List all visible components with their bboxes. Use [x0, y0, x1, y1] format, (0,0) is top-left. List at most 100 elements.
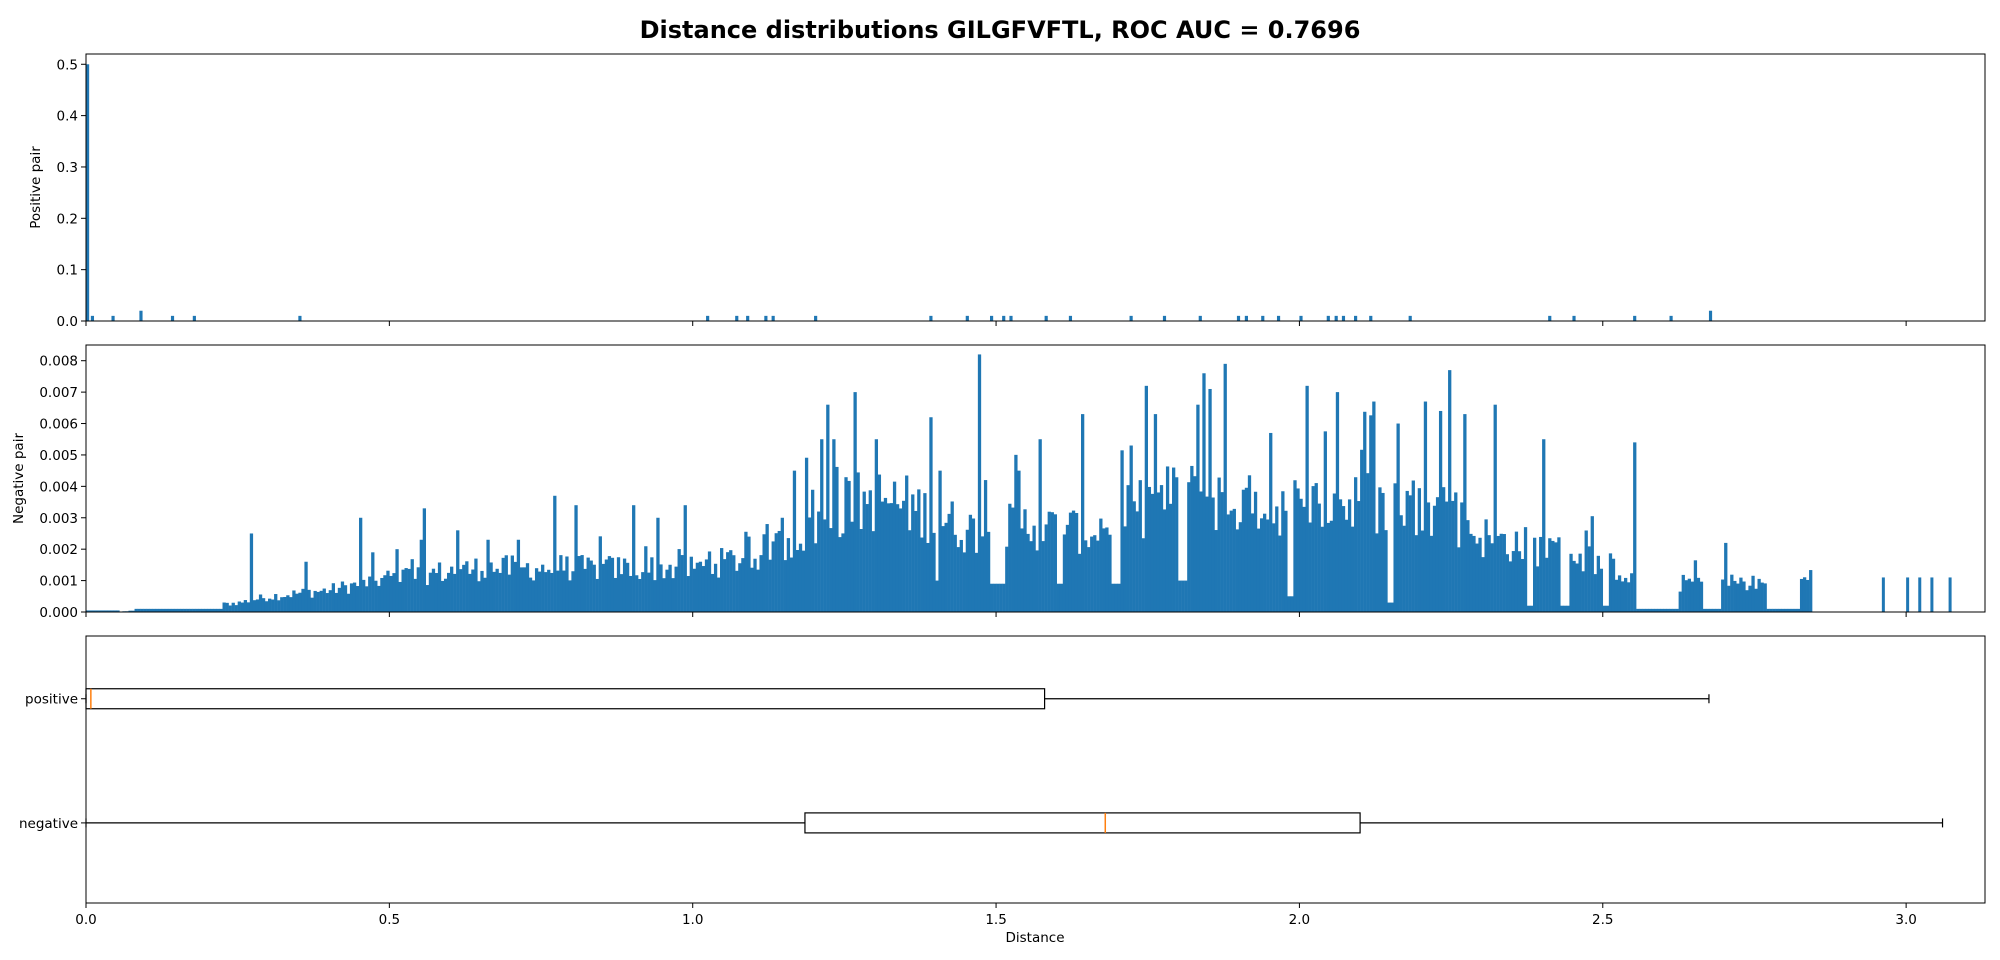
negative-bar — [607, 556, 612, 612]
negative-bar — [1235, 529, 1239, 612]
negative-bar — [993, 583, 997, 612]
negative-bar — [1041, 541, 1045, 612]
negative-bar — [1881, 577, 1885, 612]
y-tick-label: 0.000 — [39, 605, 78, 621]
negative-bar — [1754, 588, 1758, 612]
positive-bar — [771, 315, 775, 321]
negative-bar — [1460, 502, 1464, 612]
negative-bar — [1308, 522, 1312, 612]
negative-bar — [450, 566, 454, 612]
negative-bar — [1548, 538, 1552, 612]
negative-bar — [1678, 591, 1682, 612]
negative-bar — [1733, 580, 1737, 612]
negative-bar — [331, 583, 336, 612]
negative-bar — [756, 569, 760, 612]
negative-bar — [1599, 568, 1604, 612]
negative-bar — [1809, 570, 1813, 612]
negative-bar — [1093, 535, 1097, 612]
negative-bar — [959, 539, 963, 612]
negative-bar — [1930, 577, 1934, 612]
negative-bar — [501, 557, 505, 612]
negative-bar — [817, 511, 821, 612]
negative-bar — [750, 567, 754, 612]
negative-bar — [659, 564, 663, 612]
negative-bar — [507, 574, 511, 612]
y-tick-label: 0.007 — [39, 385, 78, 401]
negative-bar — [1117, 583, 1121, 612]
negative-bar — [1651, 608, 1655, 612]
negative-bar — [1363, 411, 1367, 612]
negative-bar — [328, 590, 332, 612]
negative-bar — [744, 531, 748, 612]
negative-bar — [704, 559, 709, 612]
positive-bar — [706, 315, 710, 321]
negative-bar — [729, 550, 733, 612]
negative-bar — [977, 354, 982, 612]
positive-bar — [1044, 315, 1048, 321]
y-tick-label: 0.3 — [57, 160, 78, 176]
negative-bar — [486, 539, 490, 612]
negative-bar — [774, 533, 778, 612]
negative-bar — [1639, 608, 1643, 612]
negative-bar — [158, 608, 163, 612]
negative-bar — [1802, 577, 1807, 612]
negative-bar — [1084, 540, 1088, 612]
positive-bar — [1068, 315, 1073, 321]
negative-bar — [107, 610, 111, 612]
negative-bar — [337, 587, 342, 612]
negative-bar — [271, 599, 275, 612]
negative-bar — [1663, 608, 1667, 612]
positive-bar — [1276, 315, 1281, 321]
negative-bar — [504, 555, 508, 612]
negative-bar — [1457, 547, 1461, 612]
negative-bar — [1575, 563, 1579, 612]
negative-bar — [965, 529, 970, 612]
y-tick-label: 0.1 — [57, 263, 78, 279]
negative-bar — [1281, 491, 1285, 612]
negative-bar — [983, 480, 988, 612]
negative-bar — [1217, 477, 1221, 612]
positive-bar — [1002, 315, 1006, 321]
negative-bar — [365, 586, 369, 612]
negative-bar — [1696, 577, 1701, 612]
x-tick-label: 1.0 — [682, 912, 703, 928]
negative-bar — [638, 578, 642, 612]
negative-bar — [113, 610, 117, 612]
negative-bar — [986, 531, 991, 612]
negative-bar — [838, 537, 842, 612]
negative-bar — [1172, 467, 1176, 612]
negative-bar — [474, 558, 478, 612]
negative-bar — [844, 477, 848, 612]
negative-bar — [207, 608, 211, 612]
negative-bar — [140, 608, 144, 612]
negative-bar — [1114, 583, 1118, 612]
negative-bar — [1220, 492, 1224, 612]
negative-bar — [1799, 578, 1804, 612]
negative-bar — [989, 583, 994, 612]
negative-bar — [498, 572, 502, 612]
negative-bar — [1554, 542, 1558, 612]
negative-bar — [677, 549, 681, 612]
negative-bar — [1763, 583, 1767, 612]
negative-bar — [1693, 560, 1698, 612]
negative-bar — [644, 546, 648, 612]
negative-bar — [1250, 513, 1255, 612]
negative-bar — [410, 559, 414, 612]
negative-bar — [1159, 485, 1164, 612]
negative-bar — [980, 536, 985, 612]
negative-bar — [1687, 578, 1691, 612]
negative-bar — [459, 569, 463, 612]
negative-bar — [665, 569, 669, 612]
positive-bar — [1244, 315, 1248, 321]
negative-bar — [1129, 445, 1133, 612]
negative-bar — [1354, 477, 1358, 612]
negative-bar — [732, 555, 736, 612]
negative-bar — [1223, 363, 1227, 612]
negative-bar — [298, 592, 302, 612]
negative-bar — [525, 563, 530, 612]
negative-bar — [1360, 449, 1364, 612]
negative-bar — [674, 566, 678, 612]
negative-bar — [996, 583, 1000, 612]
negative-bar — [1014, 454, 1018, 612]
negative-bar — [671, 578, 675, 612]
